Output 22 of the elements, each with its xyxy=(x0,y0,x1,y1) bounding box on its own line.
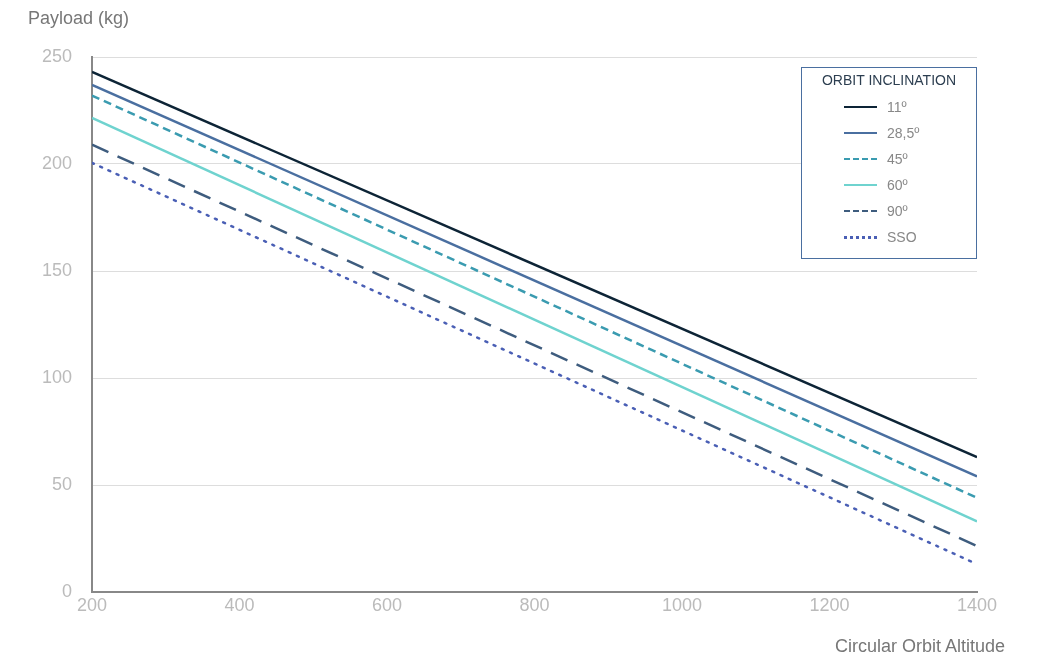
y-axis-title: Payload (kg) xyxy=(28,8,130,29)
x-tick-label: 200 xyxy=(76,594,108,615)
x-axis-title: Circular Orbit Altitude xyxy=(834,636,1005,657)
legend-label: 60º xyxy=(887,177,908,193)
x-tick-label: 600 xyxy=(371,594,403,615)
y-tick-label: 0 xyxy=(61,580,72,601)
x-tick-label: 1200 xyxy=(809,594,850,615)
legend-label: 11º xyxy=(887,99,907,115)
y-tick-label: 250 xyxy=(41,45,72,66)
x-tick-label: 800 xyxy=(519,594,550,615)
legend-label: 90º xyxy=(887,203,908,219)
y-tick-label: 50 xyxy=(51,473,72,494)
legend-label: 28,5º xyxy=(887,125,920,141)
legend-label: SSO xyxy=(887,229,917,245)
x-tick-label: 400 xyxy=(224,594,255,615)
x-tick-label: 1400 xyxy=(956,594,998,615)
y-tick-label: 150 xyxy=(41,259,72,280)
y-tick-label: 200 xyxy=(41,152,72,173)
x-tick-label: 1000 xyxy=(661,594,703,615)
y-tick-label: 100 xyxy=(41,366,72,387)
legend-label: 45º xyxy=(887,151,908,167)
legend-title: ORBIT INCLINATION xyxy=(820,72,958,88)
